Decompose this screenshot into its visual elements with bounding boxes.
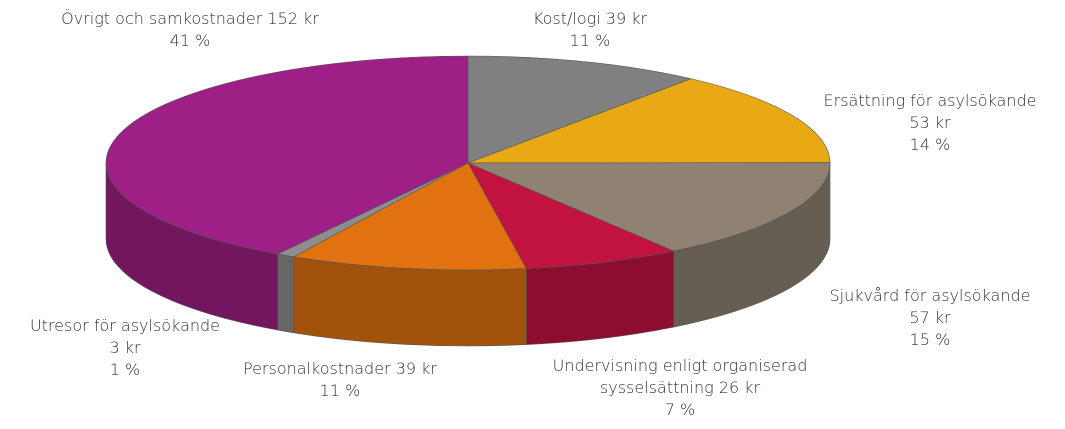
slice-side [293, 256, 527, 347]
slice-label: Sjukvård för asylsökande 57 kr 15 % [790, 285, 1065, 351]
percent-label: 7 % [664, 400, 696, 419]
category: Sjukvård för asylsökande [829, 286, 1031, 305]
percent-label: 11 % [319, 381, 361, 400]
category: Undervisning enligt organiserad sysselsä… [552, 356, 808, 397]
category: Personalkostnader [242, 359, 391, 378]
category: Utresor för asylsökande [29, 316, 221, 335]
value-label: 152 kr [267, 9, 319, 28]
slice [292, 162, 527, 347]
slice-label: Ersättning för asylsökande 53 kr 14 % [790, 90, 1065, 156]
slice [105, 55, 469, 331]
slice [276, 162, 469, 334]
slice-top [105, 55, 469, 255]
value-label: 53 kr [909, 113, 951, 132]
slice-label: Övrigt och samkostnader 152 kr 41 % [10, 8, 370, 52]
slice-top [292, 162, 527, 271]
percent-label: 14 % [909, 135, 951, 154]
percent-label: 41 % [169, 31, 211, 50]
percent-label: 1 % [109, 360, 141, 379]
slice-top [467, 78, 831, 164]
slice-top [467, 162, 831, 252]
slice-label: Utresor för asylsökande 3 kr 1 % [0, 315, 250, 381]
category: Ersättning för asylsökande [823, 91, 1037, 110]
slice [467, 78, 831, 164]
category: Övrigt och samkostnader [61, 9, 263, 28]
slice-top [467, 162, 675, 269]
slice-label: Undervisning enligt organiserad sysselsä… [510, 355, 850, 421]
value-label: 57 kr [909, 308, 951, 327]
value-label: 26 kr [718, 378, 761, 397]
value-label: 3 kr [109, 338, 141, 357]
percent-label: 15 % [909, 330, 951, 349]
value-label: 39 kr [605, 9, 648, 28]
percent-label: 11 % [569, 31, 611, 50]
slice-label: Kost/logi 39 kr 11 % [490, 8, 690, 52]
category: Kost/logi [532, 9, 601, 28]
slice-top [467, 55, 693, 164]
value-label: 39 kr [395, 359, 438, 378]
slice [467, 55, 693, 164]
slice-label: Personalkostnader 39 kr 11 % [200, 358, 480, 402]
slice-side [277, 253, 295, 334]
